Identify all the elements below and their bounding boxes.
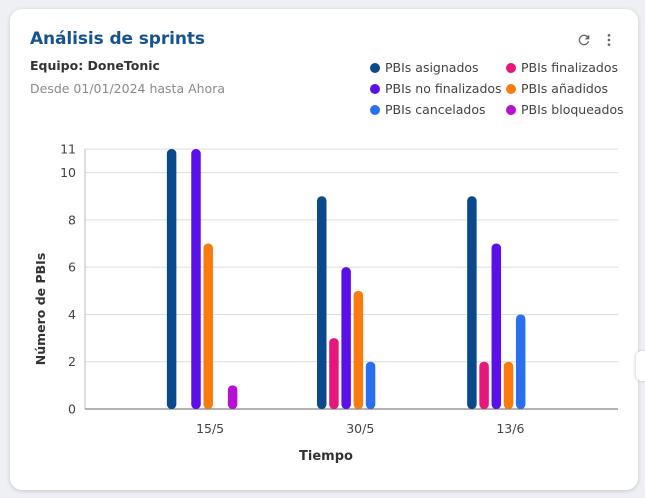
x-tick-label: 13/6: [496, 421, 524, 436]
bar: [329, 338, 339, 409]
legend-swatch: [506, 62, 516, 73]
bar: [503, 361, 514, 409]
bar: [365, 361, 376, 409]
y-axis-title: Número de PBIs: [33, 253, 48, 366]
bar: [515, 314, 526, 409]
legend-label: PBIs bloqueados: [521, 102, 624, 117]
bar: [317, 196, 327, 409]
legend-swatch: [370, 104, 380, 115]
bar: [227, 385, 238, 409]
legend-item[interactable]: PBIs asignados: [370, 59, 506, 76]
bar: [467, 196, 477, 409]
bar: [353, 290, 364, 409]
legend-swatch: [370, 62, 380, 73]
bar: [491, 243, 502, 409]
legend-label: PBIs cancelados: [385, 102, 486, 117]
bar: [341, 267, 351, 409]
y-tick-label: 8: [68, 212, 76, 227]
side-panel-tab[interactable]: [636, 351, 645, 381]
card-title: Análisis de sprints: [30, 29, 205, 49]
y-tick-label: 6: [68, 260, 76, 275]
x-axis-title: Tiempo: [299, 449, 353, 464]
legend-swatch: [506, 104, 516, 115]
bar: [166, 149, 177, 409]
date-range: Desde 01/01/2024 hasta Ahora: [30, 81, 225, 96]
legend-item[interactable]: PBIs cancelados: [370, 101, 506, 118]
x-tick-label: 30/5: [346, 421, 374, 436]
legend-swatch: [506, 83, 516, 94]
legend-swatch: [370, 83, 380, 94]
legend-label: PBIs asignados: [385, 60, 479, 75]
legend-item[interactable]: PBIs añadidos: [506, 80, 626, 97]
sprint-analysis-card: Análisis de sprints Equipo: DoneTonic De…: [10, 9, 638, 490]
bar: [479, 361, 489, 409]
y-tick-label: 10: [60, 165, 76, 180]
bar: [191, 149, 201, 409]
x-tick-label: 15/5: [196, 421, 224, 436]
legend-label: PBIs no finalizados: [385, 81, 502, 96]
refresh-icon-glyph: [578, 34, 590, 46]
y-tick-label: 0: [68, 402, 76, 417]
chart-legend: PBIs asignados PBIs finalizados PBIs no fi…: [370, 59, 626, 118]
legend-item[interactable]: PBIs bloqueados: [506, 101, 626, 118]
y-tick-label: 4: [68, 307, 76, 322]
legend-label: PBIs añadidos: [521, 81, 609, 96]
more-vert-icon-glyph: [607, 34, 611, 46]
bar: [203, 243, 213, 409]
refresh-icon[interactable]: [575, 31, 593, 49]
y-tick-label: 2: [68, 354, 76, 369]
more-options-icon[interactable]: [600, 31, 618, 49]
y-tick-label: 11: [60, 142, 76, 157]
legend-item[interactable]: PBIs no finalizados: [370, 80, 506, 97]
legend-item[interactable]: PBIs finalizados: [506, 59, 626, 76]
legend-label: PBIs finalizados: [521, 60, 619, 75]
team-label: Equipo: DoneTonic: [30, 58, 160, 73]
